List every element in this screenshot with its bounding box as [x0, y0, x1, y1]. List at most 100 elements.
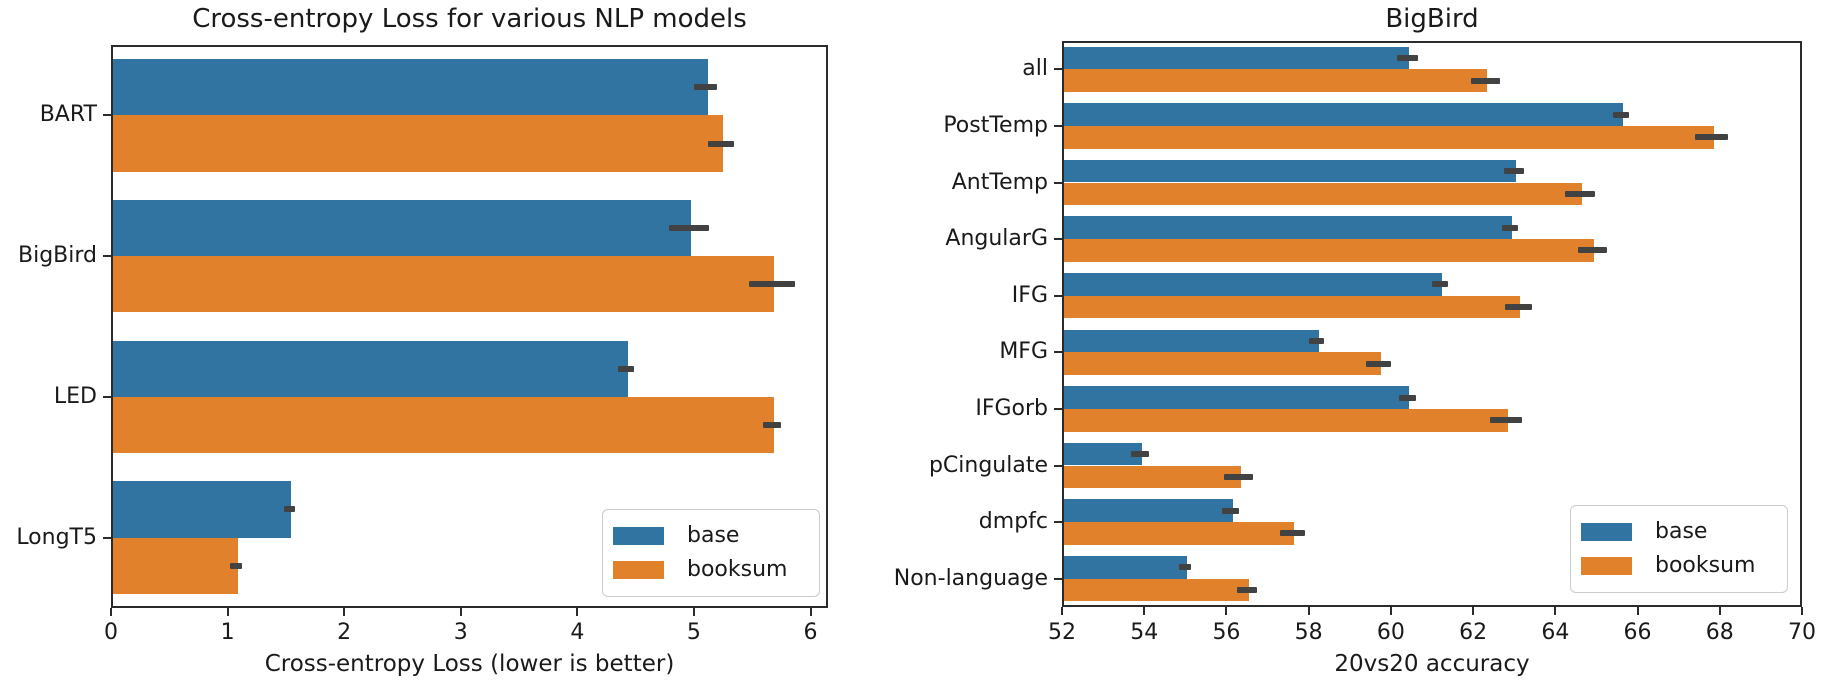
error-bar-booksum-BigBird — [748, 281, 796, 288]
error-bar-base-BigBird — [669, 224, 710, 231]
x-tick-mark — [459, 608, 462, 616]
x-tick-label: 56 — [1212, 620, 1241, 645]
y-tick-mark — [1054, 238, 1062, 241]
error-bar-booksum-all — [1471, 77, 1500, 84]
y-tick-mark — [103, 114, 111, 117]
error-bar-booksum-BART — [707, 140, 734, 147]
x-tick-mark — [1718, 607, 1721, 615]
y-tick-label: MFG — [999, 339, 1048, 365]
error-bar-booksum-MFG — [1366, 360, 1391, 367]
y-tick-mark — [103, 536, 111, 539]
y-tick-mark — [1054, 181, 1062, 184]
y-tick-mark — [1054, 294, 1062, 297]
bar-base-BART — [113, 59, 708, 116]
y-tick-label: BigBird — [18, 243, 97, 269]
x-tick-label: 68 — [1705, 620, 1734, 645]
bar-base-Non-language — [1064, 556, 1188, 579]
x-tick-mark — [1554, 607, 1557, 615]
bar-base-all — [1064, 46, 1410, 70]
bar-base-AngularG — [1064, 216, 1513, 240]
error-bar-booksum-Non-language — [1236, 587, 1258, 594]
x-tick-mark — [1225, 607, 1228, 615]
y-tick-label: all — [1022, 56, 1048, 82]
legend-swatch-booksum — [1581, 557, 1632, 575]
y-tick-label: Non-language — [893, 565, 1048, 591]
x-tick-label: 66 — [1623, 620, 1652, 645]
x-tick-mark — [343, 608, 346, 616]
bar-base-AntTemp — [1064, 159, 1517, 183]
x-axis-label: 20vs20 accuracy — [1334, 651, 1530, 677]
bar-booksum-IFG — [1064, 295, 1521, 319]
x-tick-label: 60 — [1376, 620, 1405, 645]
error-bar-base-AngularG — [1501, 224, 1519, 231]
error-bar-base-all — [1397, 54, 1418, 61]
bar-booksum-Non-language — [1064, 578, 1249, 602]
legend-label: base — [687, 523, 740, 548]
x-tick-mark — [1307, 607, 1310, 615]
bar-base-LongT5 — [113, 481, 292, 538]
legend: base booksum — [602, 509, 820, 597]
x-tick-label: 0 — [104, 620, 118, 645]
x-tick-label: 64 — [1541, 620, 1570, 645]
x-tick-label: 3 — [453, 620, 468, 645]
error-bar-base-PostTemp — [1612, 111, 1630, 118]
legend-item-base: base — [613, 519, 807, 553]
y-tick-label: BART — [39, 102, 97, 128]
x-tick-label: 70 — [1788, 620, 1816, 645]
chart-title: Cross-entropy Loss for various NLP model… — [192, 4, 747, 34]
bar-base-IFG — [1064, 273, 1443, 296]
error-bar-base-IFG — [1432, 281, 1449, 288]
y-tick-label: pCingulate — [928, 452, 1048, 478]
y-tick-label: LongT5 — [16, 524, 97, 550]
x-tick-label: 52 — [1048, 620, 1076, 645]
error-bar-base-IFGorb — [1399, 394, 1416, 401]
bar-booksum-AntTemp — [1064, 182, 1582, 206]
legend-swatch-base — [1581, 523, 1632, 541]
x-tick-mark — [1636, 607, 1639, 615]
y-tick-mark — [1054, 124, 1062, 127]
bar-base-LED — [113, 340, 629, 397]
legend-item-base: base — [1581, 515, 1775, 549]
bar-booksum-dmpfc — [1064, 522, 1295, 545]
chart-title: BigBird — [1385, 4, 1479, 34]
x-tick-label: 6 — [803, 620, 818, 645]
y-tick-mark — [1054, 577, 1062, 580]
legend-item-booksum: booksum — [613, 553, 807, 587]
bar-base-dmpfc — [1064, 499, 1233, 523]
y-tick-mark — [103, 255, 111, 258]
x-tick-mark — [1061, 607, 1063, 615]
x-tick-label: 2 — [337, 620, 352, 645]
error-bar-booksum-dmpfc — [1279, 530, 1305, 537]
x-tick-mark — [576, 608, 579, 616]
bar-booksum-PostTemp — [1064, 125, 1714, 149]
error-bar-booksum-pCingulate — [1224, 473, 1254, 480]
error-bar-booksum-IFGorb — [1490, 417, 1522, 424]
bar-booksum-LED — [113, 396, 775, 454]
error-bar-booksum-PostTemp — [1695, 134, 1728, 141]
y-tick-mark — [1054, 351, 1062, 354]
y-tick-label: AntTemp — [951, 169, 1048, 195]
bar-base-PostTemp — [1064, 103, 1624, 126]
bar-base-BigBird — [113, 199, 692, 257]
error-bar-base-BART — [693, 84, 718, 91]
bar-base-pCingulate — [1064, 442, 1143, 466]
x-tick-mark — [1472, 607, 1475, 615]
x-tick-mark — [809, 608, 812, 616]
bar-booksum-LongT5 — [113, 537, 238, 594]
x-tick-label: 54 — [1130, 620, 1159, 645]
x-tick-mark — [110, 608, 112, 616]
x-tick-label: 4 — [570, 620, 585, 645]
error-bar-booksum-LED — [762, 422, 782, 429]
x-tick-label: 58 — [1294, 620, 1323, 645]
error-bar-booksum-LongT5 — [229, 562, 242, 569]
y-tick-mark — [1054, 407, 1062, 410]
x-tick-mark — [1801, 607, 1803, 615]
bar-booksum-AngularG — [1064, 239, 1595, 262]
legend-swatch-base — [613, 527, 664, 545]
bar-base-MFG — [1064, 329, 1319, 353]
x-tick-label: 62 — [1459, 620, 1488, 645]
y-tick-label: IFGorb — [975, 395, 1048, 421]
error-bar-booksum-AngularG — [1577, 247, 1607, 254]
error-bar-booksum-AntTemp — [1565, 190, 1595, 197]
